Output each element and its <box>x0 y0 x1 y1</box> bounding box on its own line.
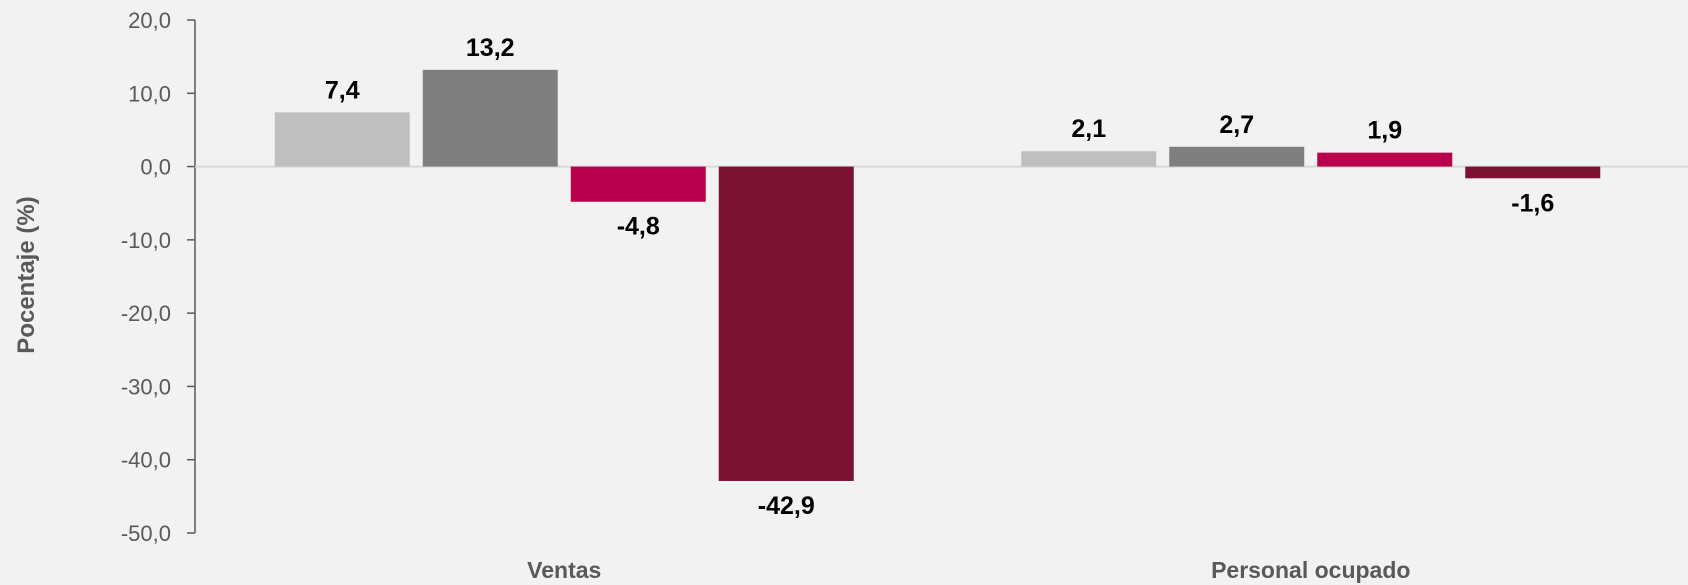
bar <box>274 112 410 167</box>
category-labels: Ventas Personal ocupado <box>527 557 1410 583</box>
y-tick-label: -50,0 <box>121 521 171 546</box>
category-label: Ventas <box>527 557 601 583</box>
bar <box>1465 166 1601 179</box>
data-label: -42,9 <box>758 492 815 520</box>
y-tick-label: -30,0 <box>121 374 171 399</box>
category-label: Personal ocupado <box>1211 557 1410 583</box>
bar <box>1021 151 1157 167</box>
bar <box>570 166 706 202</box>
data-label: 13,2 <box>466 34 515 62</box>
data-label: 7,4 <box>325 76 360 104</box>
y-tick-label: 10,0 <box>128 81 171 106</box>
bar <box>1169 146 1305 167</box>
data-label: 2,7 <box>1219 111 1254 139</box>
data-labels: 7,4 13,2 -4,8 -42,9 2,1 2,7 1,9 -1,6 <box>325 34 1554 520</box>
y-axis-title: Pocentaje (%) <box>13 196 40 353</box>
y-tick-label: -20,0 <box>121 301 171 326</box>
bar <box>718 166 854 481</box>
bar <box>422 69 558 167</box>
data-label: -4,8 <box>617 213 660 241</box>
bar <box>1317 152 1453 167</box>
y-tick-label: 0,0 <box>140 155 171 180</box>
y-tick-label: -10,0 <box>121 228 171 253</box>
y-tick-label: 20,0 <box>128 8 171 33</box>
data-label: 1,9 <box>1367 117 1402 145</box>
y-tick-label: -40,0 <box>121 448 171 473</box>
bars <box>274 69 1601 481</box>
data-label: -1,6 <box>1511 189 1554 217</box>
data-label: 2,1 <box>1071 115 1106 143</box>
